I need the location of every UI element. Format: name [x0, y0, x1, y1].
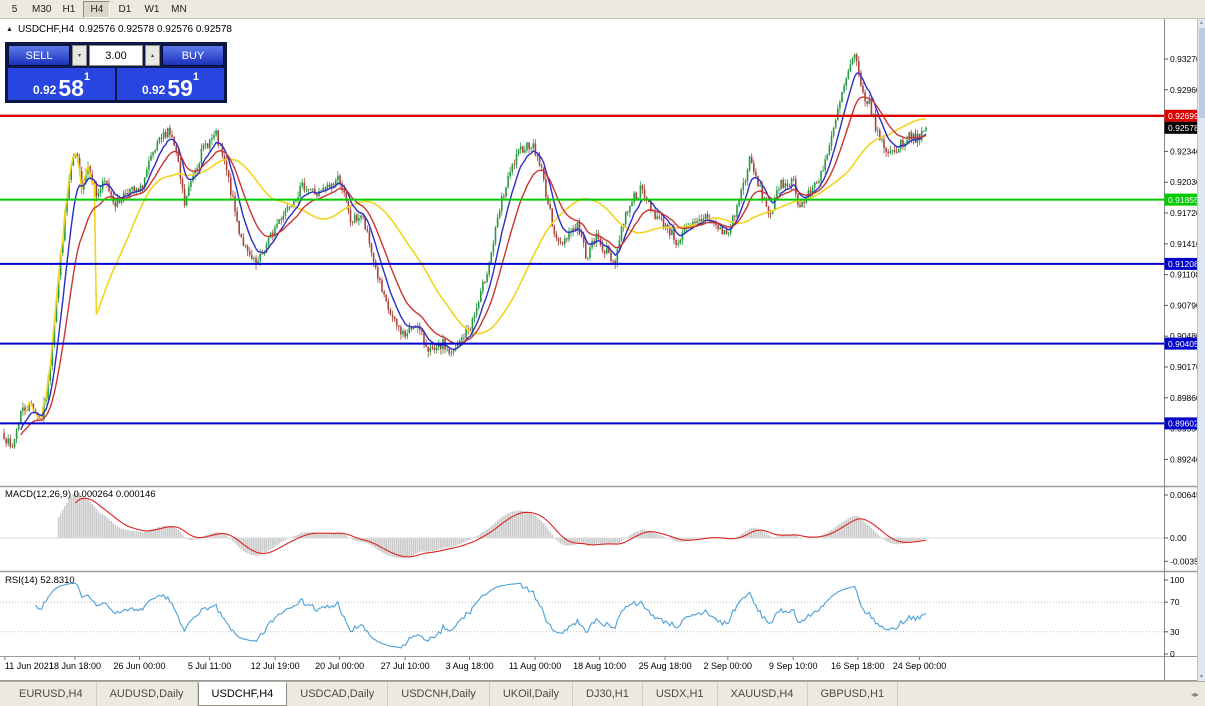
scrollbar-thumb[interactable] — [1198, 28, 1205, 118]
svg-text:24 Sep 00:00: 24 Sep 00:00 — [893, 661, 947, 671]
volume-dropdown-icon[interactable]: ▾ — [72, 45, 87, 66]
svg-text:12 Jul 19:00: 12 Jul 19:00 — [251, 661, 300, 671]
svg-text:18 Jun 18:00: 18 Jun 18:00 — [49, 661, 101, 671]
symbol-title: USDCHF,H4 — [17, 24, 75, 35]
tab-eurusd-h4[interactable]: EURUSD,H4 — [6, 682, 97, 706]
tab-scroll-buttons[interactable]: ◂▸ — [1190, 689, 1199, 699]
tab-xauusd-h4[interactable]: XAUUSD,H4 — [718, 682, 808, 706]
svg-text:0.91720: 0.91720 — [1170, 208, 1201, 218]
svg-text:0.93270: 0.93270 — [1170, 54, 1201, 64]
direction-up-icon: ▲ — [6, 25, 13, 33]
scroll-up-icon[interactable]: ▲ — [1199, 20, 1204, 26]
tab-usdchf-h4[interactable]: USDCHF,H4 — [197, 682, 288, 706]
price-marker-0.91208: 0.91208 — [1164, 257, 1203, 270]
rsi-line — [35, 582, 927, 649]
svg-text:0.90170: 0.90170 — [1170, 362, 1201, 372]
macd-signal-line — [75, 497, 927, 558]
buy-price-display[interactable]: 0.92 59 1 — [117, 68, 224, 100]
sell-price-display[interactable]: 0.92 58 1 — [8, 68, 115, 100]
svg-text:0.91855: 0.91855 — [1168, 195, 1199, 205]
svg-text:70: 70 — [1170, 597, 1180, 607]
svg-text:-0.00350: -0.00350 — [1170, 556, 1204, 566]
svg-text:27 Jul 10:00: 27 Jul 10:00 — [381, 661, 430, 671]
volume-spin-up-icon[interactable]: ▴ — [145, 45, 160, 66]
scroll-down-icon[interactable]: ▼ — [1199, 674, 1204, 680]
svg-text:0.92340: 0.92340 — [1170, 146, 1201, 156]
svg-text:26 Jun 00:00: 26 Jun 00:00 — [113, 661, 165, 671]
ma-fast-line — [20, 72, 927, 431]
svg-text:3 Aug 18:00: 3 Aug 18:00 — [446, 661, 494, 671]
svg-text:0.90405: 0.90405 — [1168, 339, 1199, 349]
svg-text:18 Aug 10:00: 18 Aug 10:00 — [573, 661, 626, 671]
tab-dj30-h1[interactable]: DJ30,H1 — [573, 682, 643, 706]
vertical-scrollbar[interactable]: ▲ ▼ — [1197, 19, 1205, 681]
timeframe-H4[interactable]: H4 — [83, 0, 111, 18]
svg-text:0.90480: 0.90480 — [1170, 331, 1201, 341]
timeframe-M30[interactable]: M30 — [32, 3, 52, 15]
svg-text:0.91100: 0.91100 — [1170, 270, 1200, 280]
tab-audusd-daily[interactable]: AUDUSD,Daily — [97, 682, 198, 706]
svg-text:0.92030: 0.92030 — [1170, 177, 1201, 187]
current-price-marker: 0.92578 — [1164, 121, 1203, 134]
buy-button[interactable]: BUY — [162, 45, 224, 66]
timeframe-5[interactable]: 5 — [11, 3, 18, 15]
price-axis: 0.932700.929600.926500.923400.920300.917… — [1164, 54, 1204, 659]
volume-input[interactable] — [89, 45, 143, 66]
svg-text:0.92960: 0.92960 — [1170, 85, 1201, 95]
timeframe-MN[interactable]: MN — [171, 3, 187, 15]
svg-text:11 Jun 2021: 11 Jun 2021 — [5, 661, 54, 671]
svg-text:0.89602: 0.89602 — [1168, 419, 1199, 429]
price-marker-0.90405: 0.90405 — [1164, 337, 1203, 350]
chart-tabs: EURUSD,H4 AUDUSD,Daily USDCHF,H4 USDCAD,Dai… — [0, 681, 1205, 706]
price-marker-0.92699: 0.92699 — [1164, 109, 1203, 122]
tab-usdx-h1[interactable]: USDX,H1 — [643, 682, 718, 706]
tab-gbpusd-h1[interactable]: GBPUSD,H1 — [808, 682, 899, 706]
svg-text:0: 0 — [1170, 649, 1175, 659]
svg-text:0.89860: 0.89860 — [1170, 393, 1201, 403]
svg-text:0.00645: 0.00645 — [1170, 490, 1201, 500]
svg-text:30: 30 — [1170, 627, 1180, 637]
timeframe-toolbar: 5 M30 H1 H4 D1 W1 MN — [0, 0, 1205, 19]
tab-usdcnh-daily[interactable]: USDCNH,Daily — [388, 682, 490, 706]
timeframe-D1[interactable]: D1 — [118, 3, 132, 15]
svg-text:25 Aug 18:00: 25 Aug 18:00 — [639, 661, 692, 671]
symbol-ohlc: 0.92576 0.92578 0.92576 0.92578 — [79, 24, 232, 35]
svg-text:20 Jul 00:00: 20 Jul 00:00 — [315, 661, 364, 671]
svg-text:5 Jul 11:00: 5 Jul 11:00 — [188, 661, 231, 671]
price-marker-0.89602: 0.89602 — [1164, 417, 1203, 430]
tab-ukoil-daily[interactable]: UKOil,Daily — [490, 682, 574, 706]
svg-text:100: 100 — [1170, 575, 1184, 585]
svg-text:0.92699: 0.92699 — [1168, 111, 1199, 121]
tab-usdcad-daily[interactable]: USDCAD,Daily — [287, 682, 389, 706]
svg-text:11 Aug 00:00: 11 Aug 00:00 — [509, 661, 561, 671]
symbol-header: ▲ USDCHF,H4 0.92576 0.92578 0.92576 0.92… — [6, 24, 232, 35]
rsi-indicator-label: RSI(14) 52.8310 — [5, 575, 75, 586]
svg-text:0.91208: 0.91208 — [1168, 259, 1199, 269]
svg-text:2 Sep 00:00: 2 Sep 00:00 — [704, 661, 753, 671]
svg-text:16 Sep 18:00: 16 Sep 18:00 — [831, 661, 885, 671]
timeframe-H1[interactable]: H1 — [62, 3, 76, 15]
svg-text:0.92578: 0.92578 — [1168, 123, 1199, 133]
price-marker-0.91855: 0.91855 — [1164, 193, 1203, 206]
one-click-trading-panel: SELL ▾ ▴ BUY 0.92 58 1 0.92 59 1 — [5, 42, 227, 103]
svg-text:0.91410: 0.91410 — [1170, 239, 1201, 249]
sell-button[interactable]: SELL — [8, 45, 70, 66]
svg-text:0.00: 0.00 — [1170, 533, 1187, 543]
timeframe-W1[interactable]: W1 — [144, 3, 160, 15]
svg-text:0.90790: 0.90790 — [1170, 300, 1201, 310]
svg-text:0.89240: 0.89240 — [1170, 454, 1201, 464]
svg-text:9 Sep 10:00: 9 Sep 10:00 — [769, 661, 818, 671]
macd-indicator-label: MACD(12,26,9) 0.000264 0.000146 — [5, 489, 156, 500]
